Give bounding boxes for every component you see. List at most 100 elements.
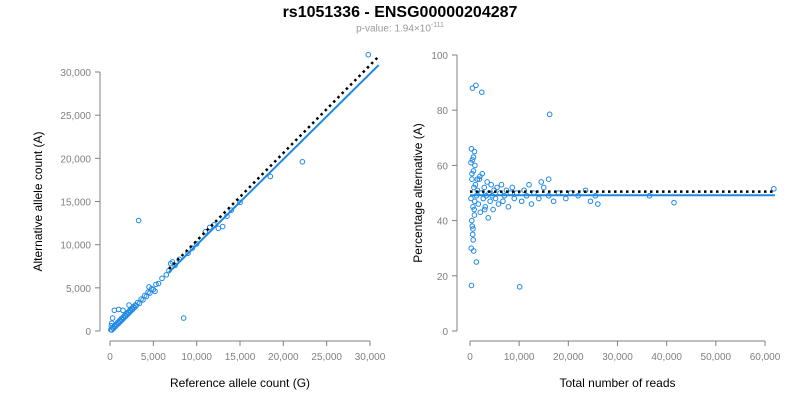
data-point (479, 89, 485, 96)
data-point (469, 223, 476, 229)
data-point (150, 286, 157, 293)
data-point (193, 241, 200, 247)
data-point (473, 259, 480, 265)
data-point (115, 319, 121, 326)
data-point (484, 179, 491, 185)
data-point (545, 192, 552, 199)
y-tick-label: 10,000 (60, 241, 91, 252)
data-point (523, 192, 530, 199)
data-point (511, 195, 518, 202)
data-point (470, 226, 476, 232)
data-point (123, 310, 130, 317)
data-point (116, 317, 123, 324)
data-point (112, 323, 118, 330)
data-point (487, 198, 493, 205)
y-tick-label: 0 (442, 327, 448, 338)
data-point (494, 184, 500, 191)
data-point (126, 302, 132, 308)
data-point (497, 190, 503, 196)
data-point (470, 204, 476, 210)
data-point (471, 184, 477, 191)
data-point (267, 173, 274, 180)
data-point (473, 192, 480, 199)
x-tick-label: 5,000 (141, 352, 166, 363)
data-point (169, 259, 176, 265)
data-point (518, 198, 525, 205)
y-axis-title: Percentage alternative (A) (411, 123, 425, 262)
data-point (206, 224, 213, 231)
y-tick-label: 60 (437, 161, 449, 172)
y-tick-label: 0 (85, 327, 91, 338)
x-tick-label: 0 (467, 352, 473, 363)
x-tick-label: 30,000 (602, 352, 633, 363)
data-point (219, 223, 226, 230)
data-point (478, 190, 485, 196)
data-point (489, 192, 495, 199)
data-point (468, 159, 474, 166)
data-point (115, 320, 122, 327)
data-point (469, 176, 475, 182)
data-point (159, 275, 165, 282)
data-point (505, 204, 512, 210)
data-point (470, 168, 477, 174)
data-point (108, 323, 115, 329)
data-point (468, 282, 475, 289)
x-tick-label: 10,000 (181, 352, 212, 363)
data-point (128, 305, 135, 312)
data-point (471, 212, 478, 218)
data-point (119, 316, 125, 323)
p-value-text: p-value: 1.94×10 (356, 23, 431, 35)
data-point (468, 195, 474, 202)
data-point (152, 288, 158, 295)
data-point (526, 181, 532, 188)
data-point (115, 306, 122, 313)
data-point (146, 284, 152, 290)
p-value-exponent: -111 (430, 22, 444, 29)
data-point (473, 82, 479, 89)
data-point (469, 85, 476, 91)
data-point (592, 192, 599, 199)
data-point (180, 315, 187, 321)
x-tick-label: 25,000 (311, 352, 342, 363)
data-point (481, 206, 488, 213)
data-point (469, 170, 475, 177)
y-tick-label: 15,000 (60, 198, 91, 209)
data-point (595, 201, 601, 207)
data-point (488, 181, 494, 188)
data-point (475, 201, 482, 207)
data-point (477, 173, 483, 180)
regression-fit-line (168, 64, 380, 274)
data-point (545, 176, 552, 182)
x-tick-label: 15,000 (225, 352, 256, 363)
data-point (135, 217, 142, 224)
x-tick-label: 20,000 (553, 352, 584, 363)
data-point (468, 146, 475, 152)
y-tick-label: 30,000 (60, 68, 91, 79)
data-point (469, 231, 476, 238)
data-point (771, 186, 777, 192)
data-point (471, 198, 478, 205)
data-point (124, 311, 131, 318)
y-tick-label: 40 (437, 217, 449, 228)
data-point (163, 272, 170, 278)
y-tick-label: 20 (437, 272, 449, 283)
data-point (501, 192, 508, 199)
data-point (228, 207, 235, 213)
data-point (131, 304, 138, 311)
data-point (476, 176, 483, 182)
data-point (536, 195, 542, 202)
data-point (299, 158, 306, 165)
data-point (472, 162, 478, 169)
percentage-alternative-scatter-panel: 0 10,000 20,000 30,000 40,000 50,000 60,000 0 20… (411, 51, 781, 390)
data-point (202, 228, 209, 235)
x-tick-label: 30,000 (355, 352, 386, 363)
x-tick-label: 10,000 (504, 352, 535, 363)
data-point (516, 284, 523, 290)
chart-subtitle: p-value: 1.94×10-111 (0, 22, 800, 34)
data-point (129, 306, 136, 313)
data-point (114, 322, 120, 328)
y-axis-title: Alternative allele count (A) (31, 131, 45, 271)
x-tick-label: 0 (107, 352, 113, 363)
data-point (118, 316, 125, 322)
data-point (500, 198, 506, 205)
